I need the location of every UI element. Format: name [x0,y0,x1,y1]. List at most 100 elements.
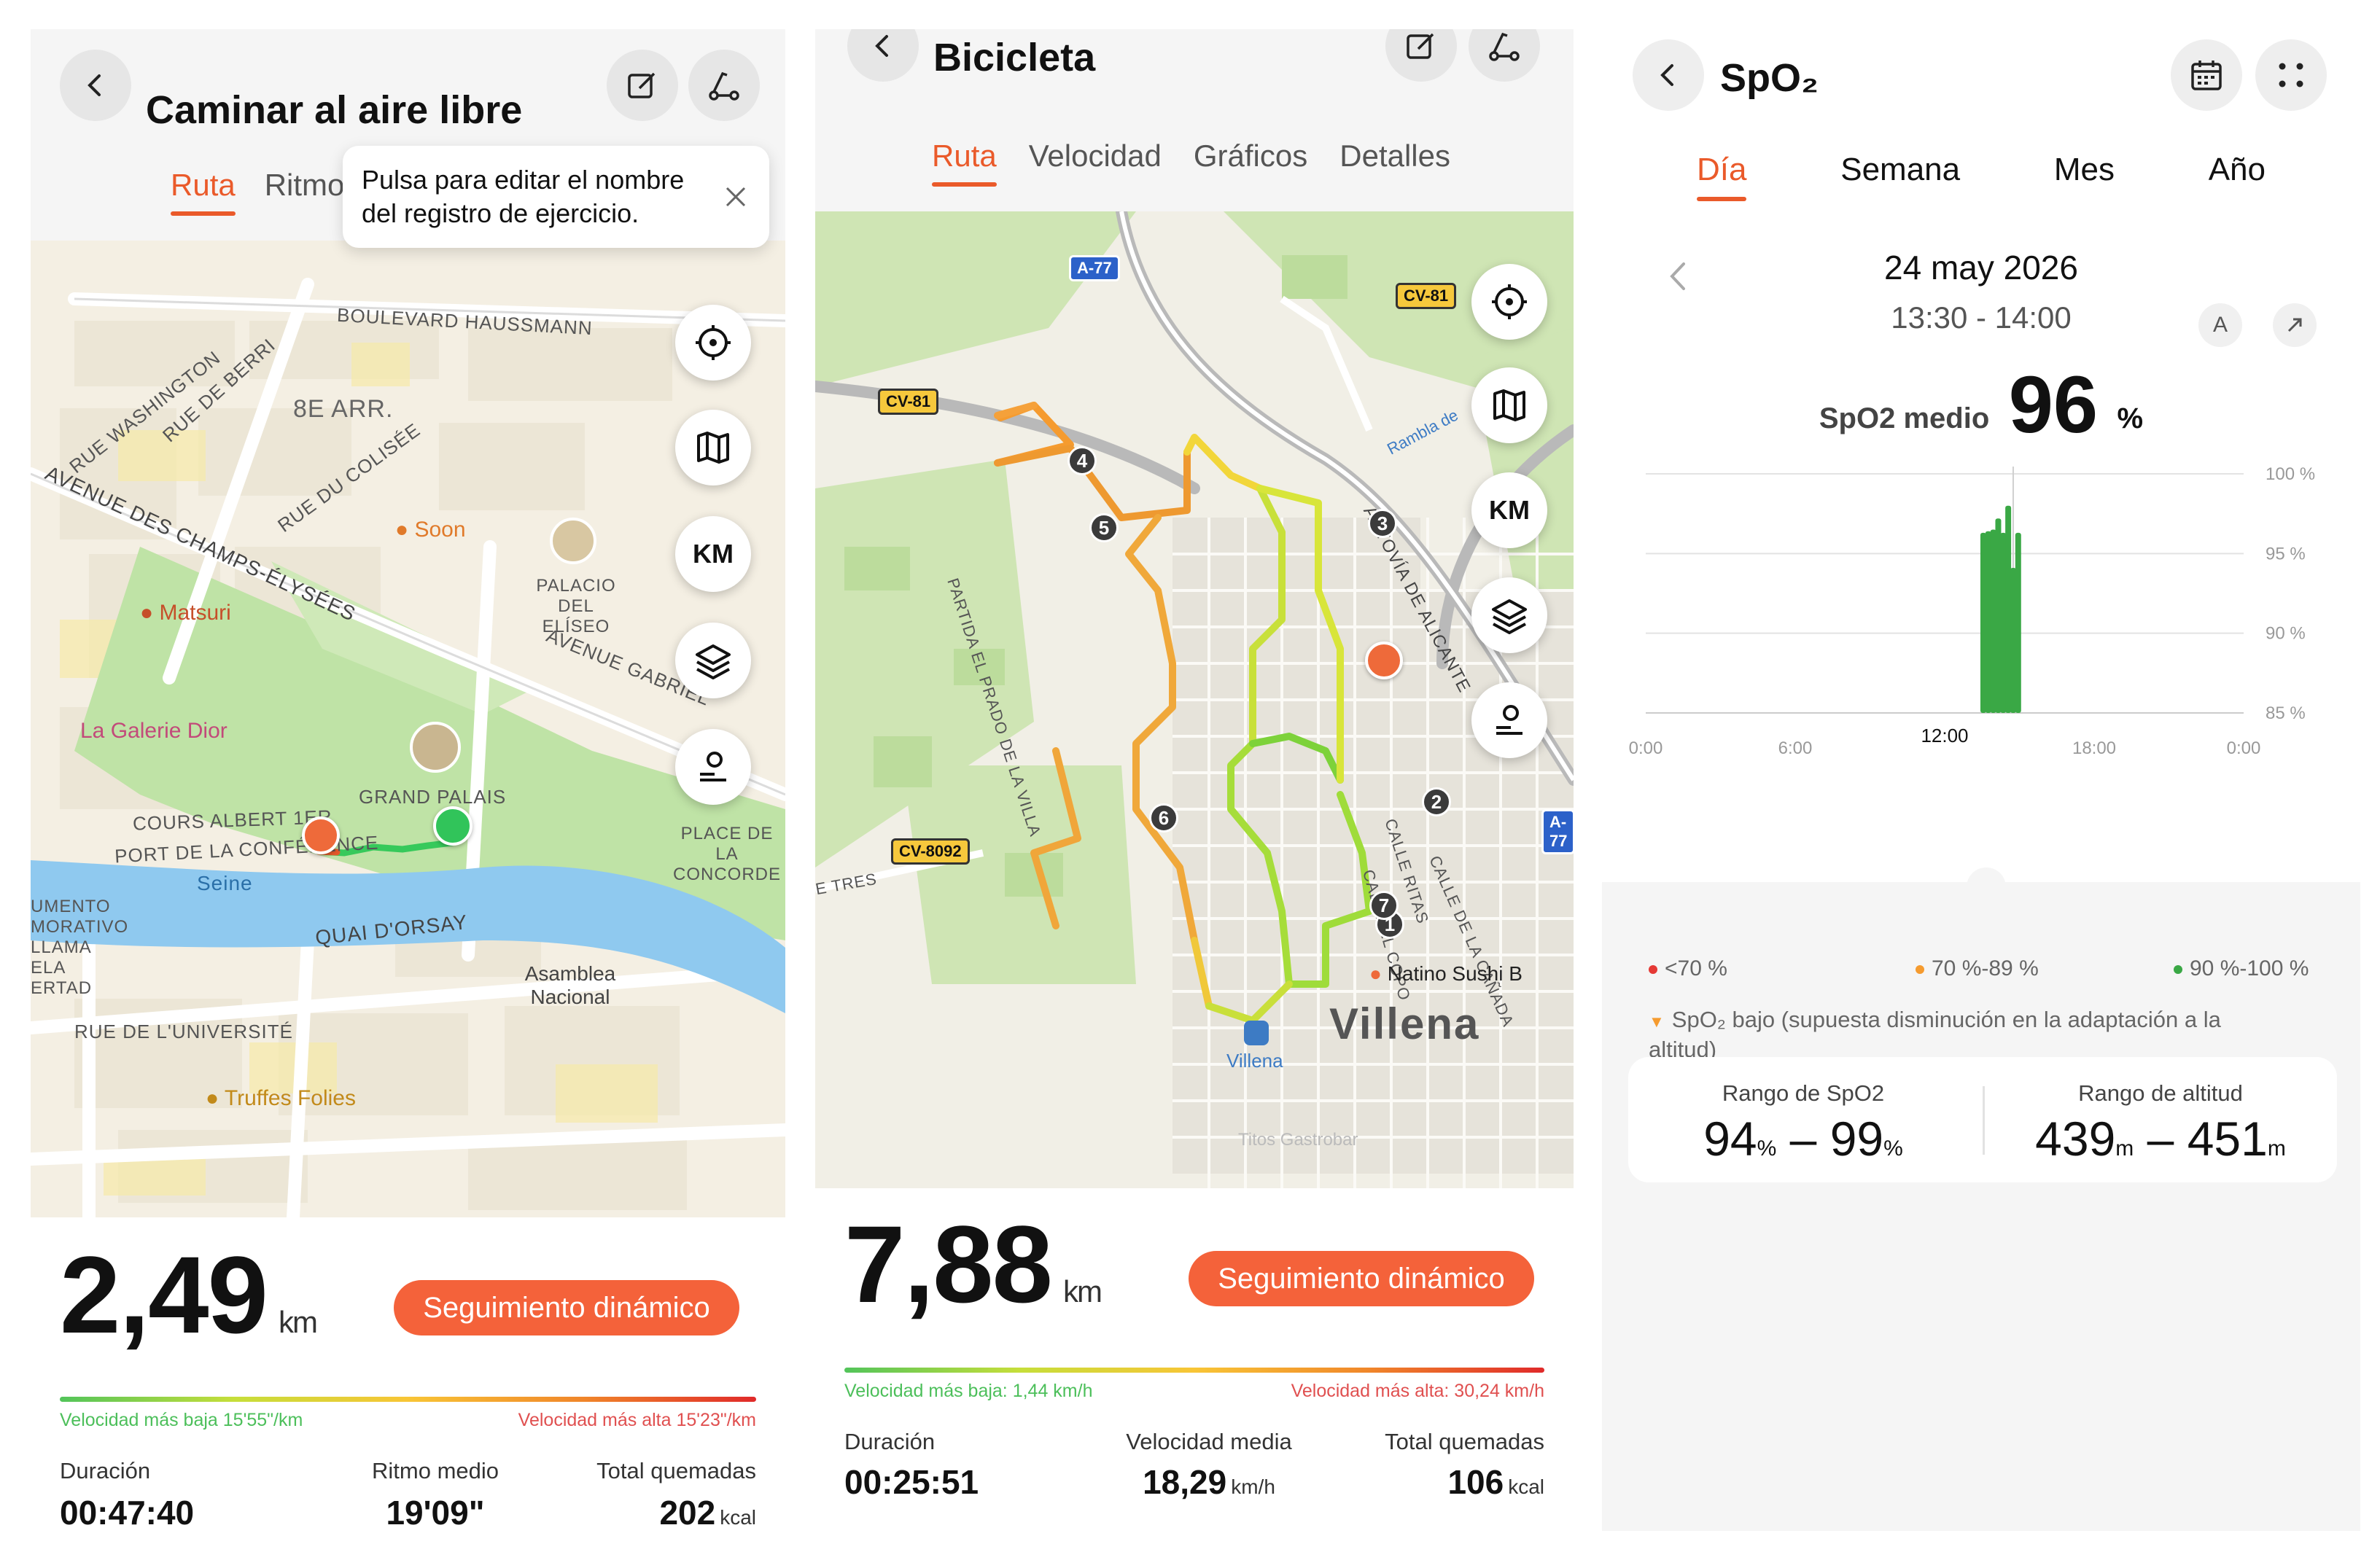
tab-ruta[interactable]: Ruta [171,168,236,216]
expand-icon[interactable] [2273,303,2317,347]
tab-mes[interactable]: Mes [2053,152,2115,187]
page-title: Bicicleta [933,36,1096,79]
avg-value: 96 [2008,360,2099,450]
km-button[interactable]: KM [1471,472,1547,548]
altitude-range-value: 439m – 451m [2035,1112,2286,1166]
layers-button[interactable] [675,623,751,698]
stat-value: 00:25:51 [844,1463,979,1501]
legend-high: 90 %-100 % [2174,956,2309,981]
more-dots-icon [2279,63,2303,87]
close-icon[interactable] [723,184,749,210]
map-style-button[interactable] [675,410,751,486]
route-marker-4: 4 [1068,446,1097,475]
map-label: UMENTO MORATIVO LLAMA ELA ERTAD [31,897,129,998]
poi-natino: ● Natino Sushi B [1369,962,1522,985]
tab-detalles[interactable]: Detalles [1339,139,1450,173]
back-button[interactable] [60,50,131,121]
town-label: Villena [1329,999,1480,1048]
y-tick-label: 100 % [2266,464,2315,484]
divider [1983,1086,1985,1155]
grand-palais-photo-icon [410,722,461,773]
locate-button[interactable] [1471,264,1547,340]
road-sign-cv81: CV-81 [878,389,939,415]
spo2-range-label: Rango de SpO2 [1722,1080,1885,1106]
stat-value: 19'09" [386,1494,485,1531]
spo2-screen: SpO₂ Día Semana Mes Año 24 may 2026 13:3… [1602,29,2360,1531]
more-button[interactable] [2255,39,2327,111]
back-button[interactable] [1633,39,1704,111]
location-route-icon [700,752,726,781]
tab-semana[interactable]: Semana [1840,152,1961,187]
edit-icon [1407,33,1434,59]
crosshair-icon [696,325,731,360]
back-button[interactable] [847,29,919,82]
x-tick-label: 6:00 [1778,738,1813,758]
legend-dot [2174,965,2182,975]
route-marker-5: 5 [1089,513,1119,542]
spo2-bar [1985,531,1991,713]
altitude-icon[interactable]: A [2198,303,2242,347]
tab-ano[interactable]: Año [2208,152,2266,187]
stat-label: Duración [844,1429,936,1454]
spo2-bar [2005,505,2012,713]
altitude-range-label: Rango de altitud [2078,1080,2243,1106]
spo2-average: SpO2 medio 96 % [1602,359,2360,451]
elysee-photo-icon [550,518,596,564]
route-marker-2: 2 [1422,787,1451,816]
x-tick-label: 12:00 [1921,725,1968,746]
tab-ruta[interactable]: Ruta [932,139,997,187]
speed-high-label: Velocidad más alta 15'23"/km [518,1410,756,1430]
stat-value: 18,29 km/h [1143,1463,1275,1501]
legend-mid: 70 %-89 % [1916,956,2039,981]
walk-screen: Caminar al aire libre Ruta Ritmo Pulsa p… [31,29,785,1531]
route-button[interactable] [1469,29,1540,82]
previous-day-icon[interactable] [1665,258,1691,295]
speed-gradient-bar [60,1397,756,1402]
location-route-icon [1496,705,1522,735]
speed-low-label: Velocidad más baja 15'55"/km [60,1410,303,1430]
chart-handle[interactable] [1967,867,2006,907]
speed-gradient-bar [844,1368,1544,1373]
walk-distance: 2,49 km [60,1233,318,1356]
dynamic-tracking-button[interactable]: Seguimiento dinámico [394,1280,739,1335]
legend-low: <70 % [1649,956,1727,981]
tab-velocidad[interactable]: Velocidad [1028,139,1162,173]
page-title: Caminar al aire libre [146,88,523,132]
map-style-button[interactable] [1471,367,1547,443]
altitude-note: ▼ SpO₂ bajo (supuesta disminución en la a… [1649,1007,2221,1062]
tab-dia[interactable]: Día [1697,152,1747,201]
stat-label: Velocidad media [1126,1429,1292,1454]
dynamic-tracking-button[interactable]: Seguimiento dinámico [1189,1251,1534,1306]
bike-map[interactable]: A-77 CV-81 CV-81 CV-8092 A-77 PARTIDA EL… [815,211,1574,1188]
edit-button[interactable] [607,50,678,121]
tab-ritmo[interactable]: Ritmo [264,168,345,202]
map-icon [697,432,729,464]
walk-map[interactable]: BOULEVARD HAUSSMANN 8E ARR. RUE WASHINGT… [31,241,785,1217]
stat-label: Total quemadas [1385,1429,1544,1454]
stat-value: 202 kcal [659,1494,756,1531]
spo2-top-section: SpO₂ Día Semana Mes Año 24 may 2026 13:3… [1602,29,2360,882]
tab-graficos[interactable]: Gráficos [1193,139,1308,173]
locate-button[interactable] [675,305,751,381]
road-sign-a77: A-77 [1069,255,1120,281]
route-marker-7: 7 [1369,891,1399,920]
route-icon [1489,32,1520,61]
poi-dior: La Galerie Dior [80,719,228,743]
avg-unit: % [2117,402,2144,434]
map-label: Titos Gastrobar [1238,1130,1358,1150]
route-location-button[interactable] [675,729,751,805]
route-location-button[interactable] [1471,682,1547,758]
map-label: GRAND PALAIS [359,786,507,808]
map-label: PALACIO DEL ELÍSEO [536,576,616,636]
km-button[interactable]: KM [675,516,751,592]
poi-truffes: ● Truffes Folies [206,1086,356,1110]
legend-dot [1916,965,1924,975]
layers-button[interactable] [1471,577,1547,653]
warning-triangle-icon: ▼ [1649,1013,1665,1031]
edit-button[interactable] [1385,29,1457,82]
x-tick-label: 18:00 [2072,738,2116,758]
time-range-label: 13:30 - 14:00 [1891,300,2072,335]
route-button[interactable] [688,50,760,121]
calendar-button[interactable] [2171,39,2242,111]
